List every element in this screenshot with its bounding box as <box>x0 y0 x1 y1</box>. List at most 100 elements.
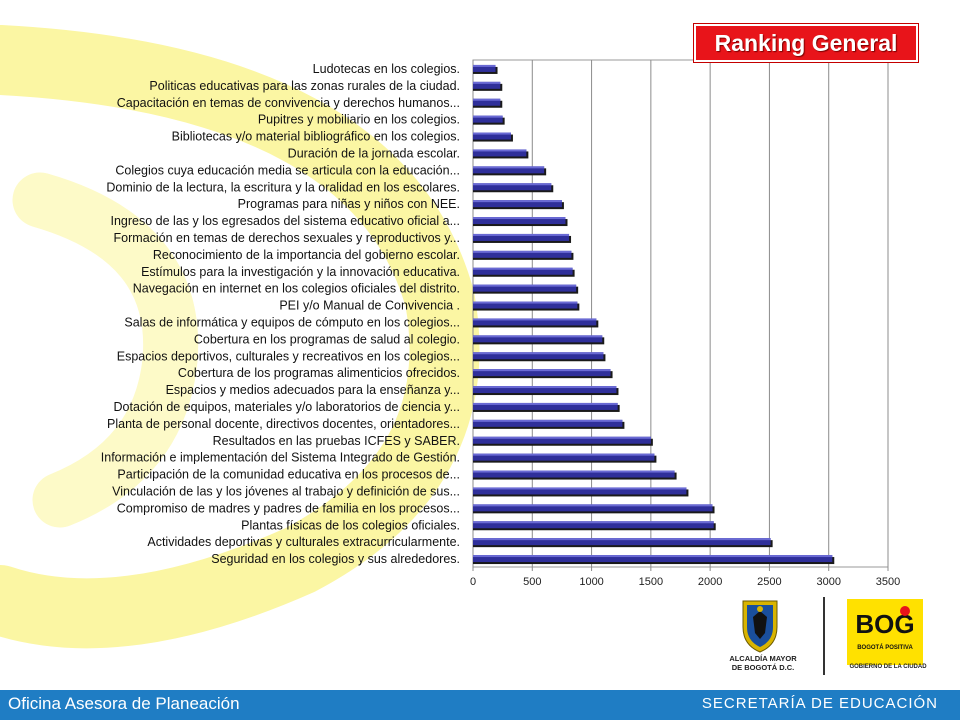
gridlines <box>472 59 889 571</box>
bar <box>473 200 562 208</box>
bar-highlight <box>473 521 714 524</box>
category-label: Vinculación de las y los jóvenes al trab… <box>112 484 460 498</box>
bar-highlight <box>473 538 771 541</box>
bar <box>473 267 573 275</box>
yellow-arc-inner-decoration <box>12 172 199 528</box>
bar <box>473 521 714 529</box>
category-label: Pupitres y mobiliario en los colegios. <box>258 113 460 127</box>
bar-highlight <box>473 64 496 67</box>
bar-highlight <box>473 386 617 389</box>
x-tick-label: 2500 <box>757 576 781 588</box>
bar <box>473 149 527 157</box>
logos-area: ALCALDÍA MAYOR DE BOGOTÁ D.C. BOG BOGOTÁ… <box>705 595 935 680</box>
bar-highlight <box>473 233 570 236</box>
x-tick-label: 1500 <box>639 576 663 588</box>
bar <box>473 284 577 292</box>
category-label: Resultados en las pruebas ICFES y SABER. <box>213 434 460 448</box>
x-tick-label: 3000 <box>816 576 840 588</box>
bar <box>473 217 566 225</box>
bar-highlight <box>473 419 623 422</box>
category-label: Estímulos para la investigación y la inn… <box>141 265 460 279</box>
bar <box>473 132 511 140</box>
gobierno-label: GOBIERNO DE LA CIUDAD <box>849 664 927 670</box>
bar <box>473 115 503 123</box>
bar-highlight <box>473 402 618 405</box>
category-label: Salas de informática y equipos de cómput… <box>124 315 460 329</box>
alcaldia-line1: ALCALDÍA MAYOR <box>729 654 797 663</box>
bar-highlight <box>473 369 611 372</box>
bar-highlight <box>473 470 675 473</box>
bar <box>473 369 611 377</box>
bar-highlight <box>473 166 545 169</box>
x-tick-label: 0 <box>470 576 476 588</box>
yellow-arc-decoration <box>0 25 480 649</box>
category-label: Colegios cuya educación media se articul… <box>115 163 460 177</box>
bar-highlight <box>473 504 713 507</box>
category-label: Bibliotecas y/o material bibliográfico e… <box>172 130 460 144</box>
category-label: Planta de personal docente, directivos d… <box>107 417 460 431</box>
bar <box>473 436 651 444</box>
bar <box>473 250 572 258</box>
category-label: Información e implementación del Sistema… <box>101 451 460 465</box>
bar-highlight <box>473 436 651 439</box>
x-tick-label: 3500 <box>876 576 900 588</box>
bar-highlight <box>473 149 527 152</box>
footer-secretaria: SECRETARÍA DE EDUCACIÓN <box>701 695 938 712</box>
bar <box>473 335 603 343</box>
bar-highlight <box>473 115 503 118</box>
category-label: Cobertura de los programas alimenticios … <box>178 366 460 380</box>
category-label: Espacios y medios adecuados para la ense… <box>166 383 460 397</box>
bar <box>473 555 833 563</box>
bar <box>473 318 597 326</box>
footer-bar: Oficina Asesora de Planeación SECRETARÍA… <box>0 690 960 720</box>
category-label: Cobertura en los programas de salud al c… <box>194 332 460 346</box>
bar <box>473 487 687 495</box>
bars <box>473 64 835 565</box>
category-labels: Ludotecas en los colegios. Politicas educ… <box>101 62 460 566</box>
bar <box>473 352 604 360</box>
alcaldia-label: ALCALDÍA MAYOR DE BOGOTÁ D.C. <box>713 654 813 672</box>
bar-highlight <box>473 301 578 304</box>
category-label: PEI y/o Manual de Convivencia . <box>279 299 460 313</box>
bar <box>473 166 545 174</box>
category-label: Plantas físicas de los colegios oficiale… <box>241 518 460 532</box>
category-label: Reconocimiento de la importancia del gob… <box>153 248 460 262</box>
bar-highlight <box>473 284 577 287</box>
bar-highlight <box>473 200 562 203</box>
bar-highlight <box>473 555 833 558</box>
footer-office-name: Oficina Asesora de Planeación <box>8 694 240 713</box>
category-label: Dotación de equipos, materiales y/o labo… <box>114 400 460 414</box>
bog-logo-icon: BOG BOGOTÁ POSITIVA <box>847 599 923 665</box>
x-tick-labels: 0 500 1000 1500 2000 2500 3000 3500 <box>470 576 900 588</box>
bar-highlight <box>473 267 573 270</box>
bar-highlight <box>473 183 552 186</box>
category-label: Programas para niñas y niños con NEE. <box>238 197 460 211</box>
bar-highlight <box>473 335 603 338</box>
category-label: Participación de la comunidad educativa … <box>117 468 460 482</box>
bar-chart: Ludotecas en los colegios. Politicas educ… <box>101 59 900 588</box>
bar <box>473 81 501 89</box>
bar <box>473 301 578 309</box>
category-label: Compromiso de madres y padres de familia… <box>117 501 460 515</box>
bar-highlight <box>473 318 597 321</box>
bar-highlight <box>473 250 572 253</box>
bar-highlight <box>473 81 501 84</box>
bar <box>473 98 501 106</box>
alcaldia-line2: DE BOGOTÁ D.C. <box>731 663 795 672</box>
bar <box>473 183 552 191</box>
category-label: Espacios deportivos, culturales y recrea… <box>117 349 460 363</box>
category-label: Navegación en internet en los colegios o… <box>133 282 460 296</box>
bar-highlight <box>473 453 655 456</box>
bar <box>473 402 618 410</box>
bar-highlight <box>473 132 511 135</box>
chart-title: Ranking General <box>694 24 918 62</box>
category-label: Capacitación en temas de convivencia y d… <box>117 96 460 110</box>
x-tick-label: 1000 <box>579 576 603 588</box>
bar <box>473 64 496 72</box>
bar <box>473 504 713 512</box>
category-label: Duración de la jornada escolar. <box>288 146 460 160</box>
bar-highlight <box>473 98 501 101</box>
category-label: Seguridad en los colegios y sus alrededo… <box>211 552 460 566</box>
category-label: Formación en temas de derechos sexuales … <box>114 231 460 245</box>
